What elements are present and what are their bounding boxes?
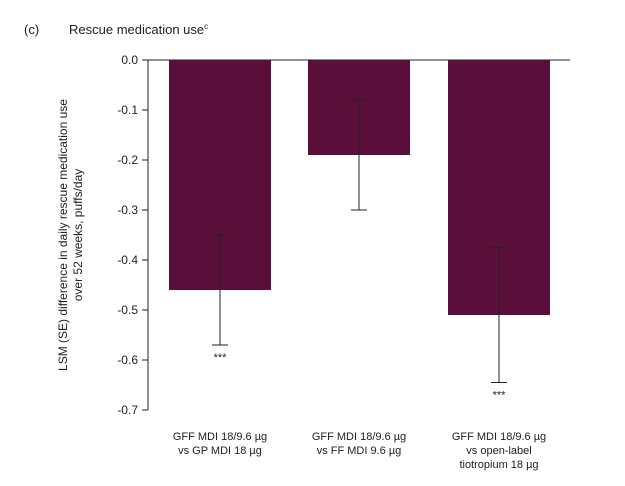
x-category-label-line: vs GP MDI 18 µg	[178, 445, 262, 457]
chart-title-superscript: c	[204, 22, 208, 31]
y-tick-label: -0.7	[117, 403, 138, 417]
x-category-label: GFF MDI 18/9.6 µg vs GP MDI 18 µg	[173, 431, 267, 457]
x-category-label-line: vs open-label	[466, 445, 531, 457]
y-tick-label: -0.5	[117, 303, 138, 317]
y-tick-label: -0.6	[117, 353, 138, 367]
y-tick-label: -0.3	[117, 203, 138, 217]
x-category-label-line: vs FF MDI 9.6 µg	[317, 445, 402, 457]
significance-marker: ***	[493, 390, 507, 402]
significance-markers: *** ***	[214, 352, 507, 402]
y-axis-label: LSM (SE) difference in daily rescue medi…	[56, 99, 85, 371]
y-tick-label: -0.1	[117, 103, 138, 117]
x-category-label-line: GFF MDI 18/9.6 µg	[452, 431, 546, 443]
x-category-label-line: GFF MDI 18/9.6 µg	[312, 431, 406, 443]
error-bars	[212, 99, 507, 383]
chart-title-text: Rescue medication use	[69, 22, 204, 37]
y-tick-label: -0.4	[117, 253, 138, 267]
x-category-label: GFF MDI 18/9.6 µg vs FF MDI 9.6 µg	[312, 431, 406, 457]
x-category-label-line: GFF MDI 18/9.6 µg	[173, 431, 267, 443]
y-tick-label: -0.2	[117, 153, 138, 167]
x-category-label-line: tiotropium 18 µg	[459, 459, 538, 471]
y-axis-title: LSM (SE) difference in daily rescue medi…	[56, 99, 85, 371]
y-tick-label: 0.0	[121, 53, 138, 67]
x-category-label: GFF MDI 18/9.6 µg vs open-label tiotropium…	[452, 431, 546, 471]
significance-marker: ***	[214, 352, 228, 364]
y-axis-label-line: over 52 weeks, puffs/day	[71, 169, 85, 302]
panel-label: (c)	[24, 22, 39, 37]
bars	[169, 60, 550, 315]
chart-title: Rescue medication usec	[69, 22, 208, 37]
y-axis-label-line: LSM (SE) difference in daily rescue medi…	[56, 99, 70, 371]
